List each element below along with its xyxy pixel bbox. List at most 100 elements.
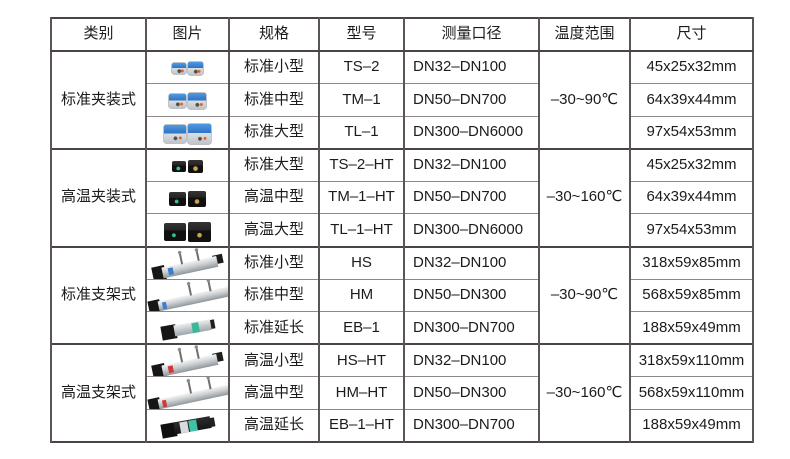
model-cell: TM–1 [318,83,405,117]
model-cell: TM–1–HT [318,180,405,215]
spec-cell: 高温大型 [228,213,320,248]
spec-cell: 标准大型 [228,115,320,150]
model-cell: HM [318,278,405,313]
clamp-sensor-pair-black-large-image [162,219,214,242]
spec-cell: 高温小型 [228,343,320,378]
size-cell: 97x54x53mm [629,213,754,248]
picture-cell [145,311,230,345]
size-cell: 318x59x85mm [629,245,754,280]
clamp-sensor-pair-blue-small-image [170,59,206,76]
bracket-rail-hightemp-medium-image [148,377,227,409]
bracket-rail-hightemp-small-image [148,346,227,376]
picture-cell [145,343,230,378]
header-row: 类别 图片 规格 型号 测量口径 温度范围 尺寸 [50,17,754,52]
bracket-rail-standard-medium-image [148,280,227,311]
category-cell: 标准夹装式 [50,50,147,150]
model-cell: EB–1–HT [318,409,405,443]
table-row: 标准延长 EB–1 DN300–DN700 188x59x49mm [51,311,754,345]
size-cell: 64x39x44mm [629,83,754,117]
picture-cell [145,245,230,280]
category-cell: 高温夹装式 [50,147,147,248]
temp-range-cell: –30~160℃ [538,343,631,443]
picture-cell [145,409,230,443]
bracket-rail-hightemp-extended-image [158,410,217,442]
diameter-cell: DN300–DN700 [403,409,540,443]
model-cell: TL–1–HT [318,213,405,248]
bracket-rail-standard-extended-image [158,312,217,344]
spec-cell: 高温中型 [228,180,320,215]
picture-cell [145,213,230,248]
diameter-cell: DN300–DN6000 [403,115,540,150]
table-row: 高温大型 TL–1–HT DN300–DN6000 97x54x53mm [51,213,754,248]
header-model: 型号 [318,17,405,52]
model-cell: EB–1 [318,311,405,345]
picture-cell [145,115,230,150]
diameter-cell: DN32–DN100 [403,147,540,182]
diameter-cell: DN50–DN700 [403,83,540,117]
size-cell: 45x25x32mm [629,147,754,182]
model-cell: HM–HT [318,376,405,411]
bracket-rail-standard-small-image [148,248,227,279]
model-cell: HS–HT [318,343,405,378]
table-row: 标准中型 HM DN50–DN300 568x59x85mm [51,278,754,313]
spec-cell: 高温延长 [228,409,320,443]
picture-cell [145,180,230,215]
picture-cell [145,147,230,182]
size-cell: 97x54x53mm [629,115,754,150]
clamp-sensor-pair-blue-medium-image [167,90,209,110]
size-cell: 318x59x110mm [629,343,754,378]
model-cell: TS–2 [318,50,405,85]
size-cell: 568x59x110mm [629,376,754,411]
diameter-cell: DN50–DN700 [403,180,540,215]
spec-cell: 标准中型 [228,278,320,313]
model-cell: HS [318,245,405,280]
diameter-cell: DN300–DN6000 [403,213,540,248]
size-cell: 188x59x49mm [629,409,754,443]
size-cell: 188x59x49mm [629,311,754,345]
spec-cell: 标准小型 [228,245,320,280]
diameter-cell: DN50–DN300 [403,278,540,313]
table-row: 标准中型 TM–1 DN50–DN700 64x39x44mm [51,83,754,117]
diameter-cell: DN32–DN100 [403,50,540,85]
clamp-sensor-pair-blue-large-image [162,121,214,144]
diameter-cell: DN32–DN100 [403,245,540,280]
spec-cell: 标准延长 [228,311,320,345]
size-cell: 64x39x44mm [629,180,754,215]
table-row: 标准夹装式 标准小型 TS–2 DN32–DN100 –30~90℃ 45x25… [50,50,754,150]
spec-cell: 标准大型 [228,147,320,182]
header-category: 类别 [50,17,147,52]
size-cell: 45x25x32mm [629,50,754,85]
table-row: 标准支架式 标准小型 HS DN32–DN100 –30~90℃ 318x59x… [50,245,754,345]
temp-range-cell: –30~90℃ [538,50,631,150]
diameter-cell: DN32–DN100 [403,343,540,378]
clamp-sensor-pair-black-small-image [170,157,206,174]
header-temp-range: 温度范围 [538,17,631,52]
picture-cell [145,83,230,117]
table-row: 高温中型 HM–HT DN50–DN300 568x59x110mm [51,376,754,411]
size-cell: 568x59x85mm [629,278,754,313]
clamp-sensor-pair-black-medium-image [167,188,209,208]
temp-range-cell: –30~160℃ [538,147,631,248]
model-cell: TS–2–HT [318,147,405,182]
temp-range-cell: –30~90℃ [538,245,631,345]
model-cell: TL–1 [318,115,405,150]
product-spec-table: 类别 图片 规格 型号 测量口径 温度范围 尺寸 标准夹装式 标准小型 TS–2… [50,17,754,444]
header-spec: 规格 [228,17,320,52]
header-size: 尺寸 [629,17,754,52]
table-row: 高温支架式 高温小型 HS–HT DN32–DN100 –30~160℃ 318… [50,343,754,443]
spec-cell: 标准中型 [228,83,320,117]
picture-cell [145,50,230,85]
table-row: 高温中型 TM–1–HT DN50–DN700 64x39x44mm [51,180,754,215]
category-cell: 标准支架式 [50,245,147,345]
picture-cell [145,278,230,313]
header-picture: 图片 [145,17,230,52]
diameter-cell: DN50–DN300 [403,376,540,411]
spec-cell: 高温中型 [228,376,320,411]
spec-cell: 标准小型 [228,50,320,85]
table-row: 标准大型 TL–1 DN300–DN6000 97x54x53mm [51,115,754,150]
header-diameter: 测量口径 [403,17,540,52]
table-row: 高温夹装式 标准大型 TS–2–HT DN32–DN100 –30~160℃ 4… [50,147,754,248]
category-cell: 高温支架式 [50,343,147,443]
table-row: 高温延长 EB–1–HT DN300–DN700 188x59x49mm [51,409,754,443]
picture-cell [145,376,230,411]
